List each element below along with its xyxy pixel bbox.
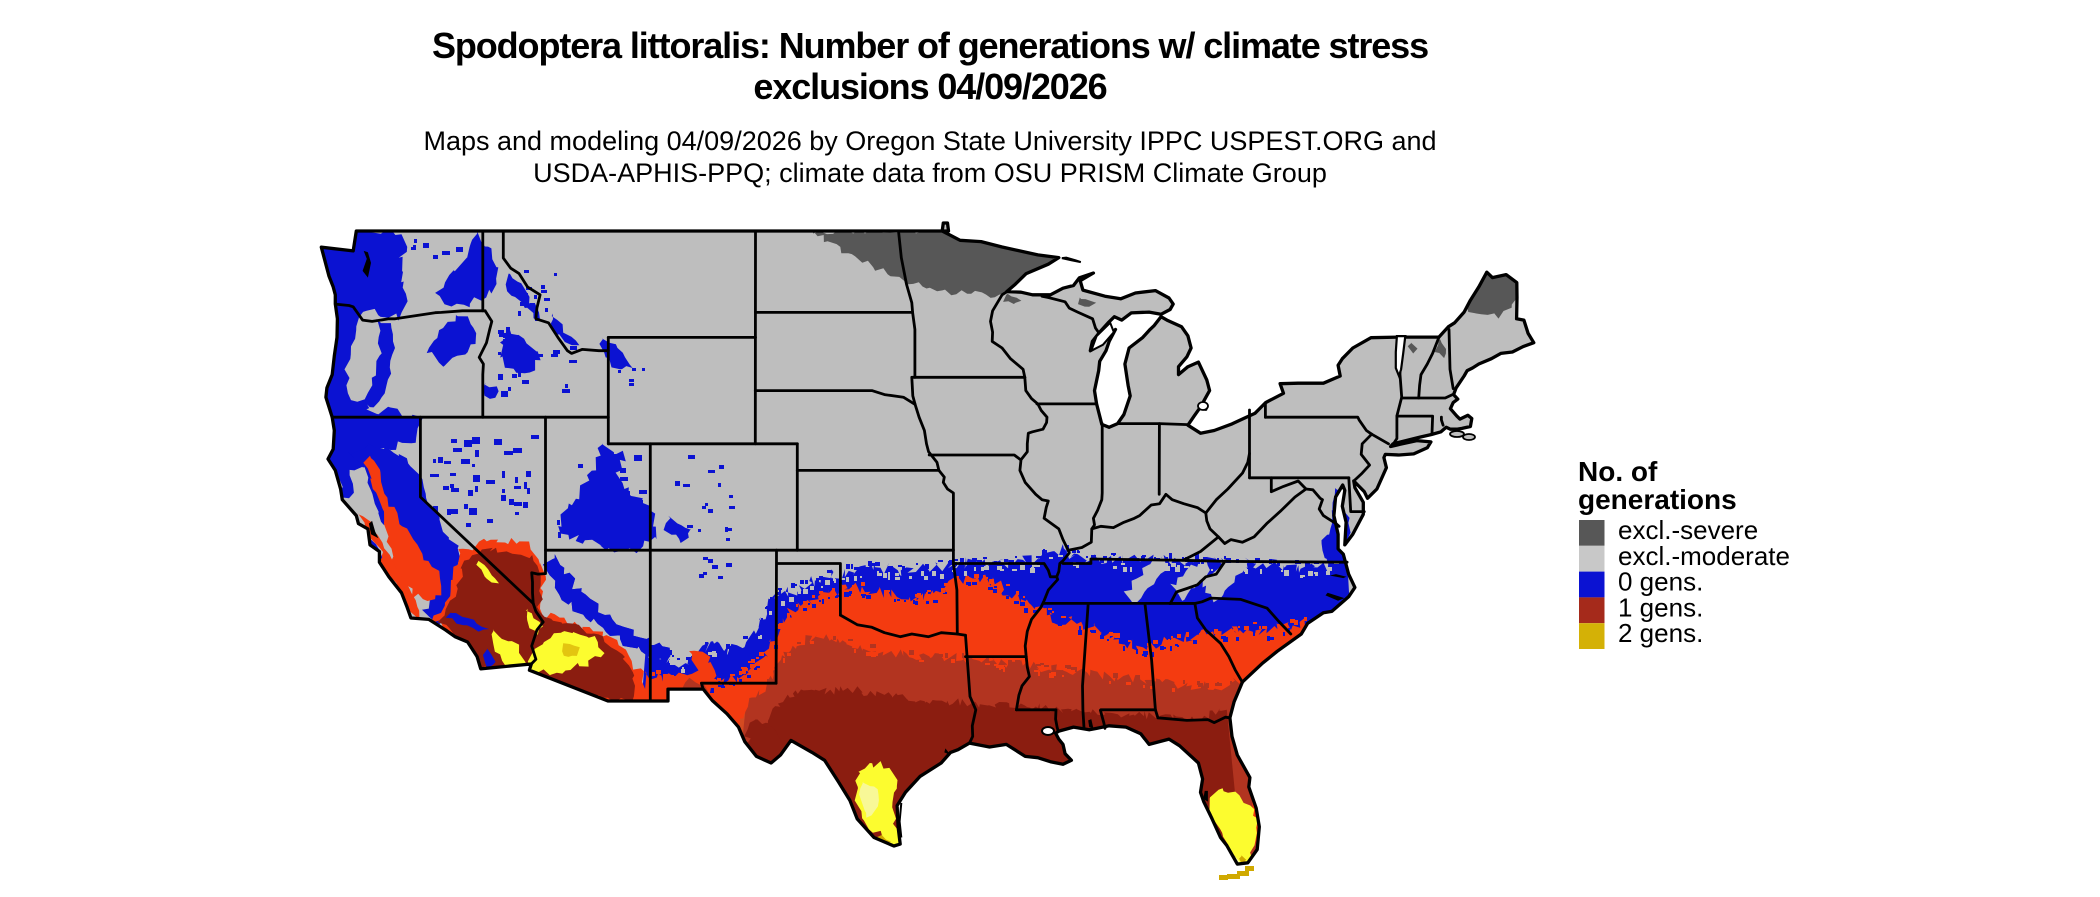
svg-text:excl.-severe: excl.-severe — [1618, 515, 1758, 545]
svg-text:exclusions 04/09/2026: exclusions 04/09/2026 — [753, 66, 1106, 107]
svg-text:USDA-APHIS-PPQ; climate data f: USDA-APHIS-PPQ; climate data from OSU PR… — [533, 158, 1327, 188]
svg-text:1 gens.: 1 gens. — [1618, 592, 1703, 622]
svg-text:0 gens.: 0 gens. — [1618, 567, 1703, 597]
svg-text:generations: generations — [1578, 484, 1737, 515]
svg-text:No. of: No. of — [1578, 456, 1658, 487]
svg-text:Maps and modeling 04/09/2026 b: Maps and modeling 04/09/2026 by Oregon S… — [423, 126, 1436, 156]
svg-text:excl.-moderate: excl.-moderate — [1618, 541, 1790, 571]
svg-text:Spodoptera littoralis: Number: Spodoptera littoralis: Number of generat… — [432, 25, 1428, 66]
svg-text:2 gens.: 2 gens. — [1618, 618, 1703, 648]
